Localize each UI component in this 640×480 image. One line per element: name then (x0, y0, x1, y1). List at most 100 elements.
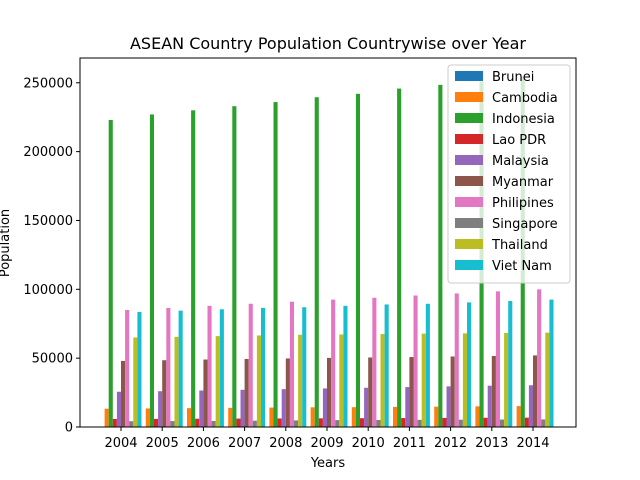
bar-indonesia-2007 (232, 106, 237, 427)
bar-viet-nam-2012 (467, 302, 472, 427)
legend-swatch-thailand (455, 239, 483, 249)
bar-philipines-2008 (289, 301, 294, 427)
bar-singapore-2007 (252, 420, 257, 427)
x-tick-label: 2004 (104, 436, 137, 451)
bar-malaysia-2004 (116, 391, 121, 427)
legend-swatch-cambodia (455, 92, 483, 102)
bar-malaysia-2005 (158, 391, 163, 427)
bar-indonesia-2011 (397, 88, 402, 427)
legend-label-singapore: Singapore (492, 217, 558, 232)
x-tick-label: 2012 (434, 436, 467, 451)
bar-malaysia-2007 (240, 389, 245, 427)
bar-malaysia-2008 (281, 389, 286, 427)
x-tick-label: 2013 (475, 436, 508, 451)
bar-philipines-2012 (454, 293, 459, 427)
bar-philipines-2005 (166, 307, 171, 427)
bar-philipines-2006 (207, 305, 212, 427)
bar-singapore-2014 (541, 419, 546, 427)
bar-myanmar-2009 (327, 357, 332, 427)
bar-myanmar-2005 (162, 360, 167, 427)
bar-myanmar-2014 (533, 355, 538, 427)
legend-label-philipines: Philipines (492, 196, 554, 211)
bar-viet-nam-2014 (549, 299, 554, 427)
x-tick-label: 2009 (310, 436, 343, 451)
bar-philipines-2009 (331, 299, 336, 427)
legend-label-malaysia: Malaysia (492, 154, 549, 169)
bar-cambodia-2009 (310, 407, 315, 427)
bar-thailand-2006 (215, 336, 220, 427)
bar-myanmar-2013 (491, 355, 496, 427)
bar-thailand-2012 (462, 333, 467, 427)
bar-malaysia-2010 (364, 387, 369, 427)
bar-indonesia-2012 (438, 84, 443, 427)
bar-myanmar-2011 (409, 357, 414, 427)
bar-cambodia-2012 (434, 406, 439, 427)
legend-swatch-indonesia (455, 113, 483, 123)
y-tick-label: 250000 (23, 76, 73, 91)
legend-swatch-brunei (455, 71, 483, 81)
bar-indonesia-2005 (149, 114, 154, 427)
bar-viet-nam-2008 (302, 307, 307, 427)
bar-malaysia-2013 (487, 385, 492, 427)
legend-swatch-singapore (455, 218, 483, 228)
bar-lao-pdr-2013 (483, 417, 488, 427)
bar-lao-pdr-2012 (442, 417, 447, 427)
bar-myanmar-2004 (121, 360, 126, 427)
bar-thailand-2014 (545, 332, 550, 427)
x-axis-label: Years (310, 456, 346, 471)
legend-label-brunei: Brunei (492, 70, 534, 85)
bar-viet-nam-2007 (261, 307, 266, 427)
bar-myanmar-2006 (203, 359, 208, 427)
bar-lao-pdr-2009 (318, 418, 323, 427)
bar-lao-pdr-2014 (524, 417, 529, 427)
legend-label-viet-nam: Viet Nam (492, 259, 552, 274)
y-tick-label: 50000 (32, 352, 73, 367)
bar-indonesia-2006 (191, 110, 196, 427)
legend-label-myanmar: Myanmar (492, 175, 554, 190)
bar-viet-nam-2013 (508, 301, 513, 427)
bar-lao-pdr-2010 (360, 418, 365, 427)
bar-thailand-2008 (298, 334, 303, 427)
x-tick-label: 2014 (516, 436, 549, 451)
bar-viet-nam-2004 (137, 312, 142, 427)
bar-lao-pdr-2005 (154, 418, 159, 427)
bar-cambodia-2011 (393, 406, 398, 427)
legend: Brunei Cambodia Indonesia Lao PDR Malaysia My… (447, 64, 571, 284)
bar-thailand-2013 (504, 332, 509, 427)
bar-singapore-2008 (294, 420, 299, 427)
bar-myanmar-2008 (285, 358, 290, 427)
x-tick-label: 2008 (269, 436, 302, 451)
bar-singapore-2010 (376, 419, 381, 427)
bar-singapore-2006 (211, 420, 216, 427)
bar-myanmar-2012 (450, 356, 455, 427)
bar-cambodia-2014 (516, 406, 521, 427)
bar-malaysia-2012 (446, 386, 451, 427)
legend-swatch-lao-pdr (455, 134, 483, 144)
y-axis: 0 50000 100000 150000 200000 250000 (23, 76, 80, 436)
bar-philipines-2007 (248, 303, 253, 427)
bar-viet-nam-2006 (219, 309, 224, 427)
bar-viet-nam-2009 (343, 305, 348, 427)
bar-thailand-2004 (133, 337, 138, 427)
y-axis-label: Population (0, 209, 13, 277)
bar-myanmar-2007 (244, 358, 249, 427)
chart-title: ASEAN Country Population Countrywise ove… (130, 34, 526, 53)
bar-lao-pdr-2008 (277, 418, 282, 427)
bar-singapore-2004 (129, 421, 134, 427)
bar-cambodia-2005 (145, 408, 150, 427)
x-tick-label: 2010 (352, 436, 385, 451)
y-tick-label: 0 (65, 421, 73, 436)
bar-lao-pdr-2006 (195, 418, 200, 427)
legend-label-lao-pdr: Lao PDR (492, 133, 546, 148)
bar-thailand-2007 (256, 335, 261, 427)
bar-thailand-2009 (339, 334, 344, 427)
bar-thailand-2005 (174, 336, 179, 427)
bar-myanmar-2010 (368, 357, 373, 427)
bar-singapore-2009 (335, 420, 340, 427)
bar-indonesia-2010 (355, 93, 360, 428)
bar-indonesia-2009 (314, 97, 319, 428)
x-tick-label: 2006 (187, 436, 220, 451)
bar-malaysia-2014 (528, 385, 533, 427)
x-tick-label: 2007 (228, 436, 261, 451)
bar-cambodia-2006 (187, 408, 192, 427)
